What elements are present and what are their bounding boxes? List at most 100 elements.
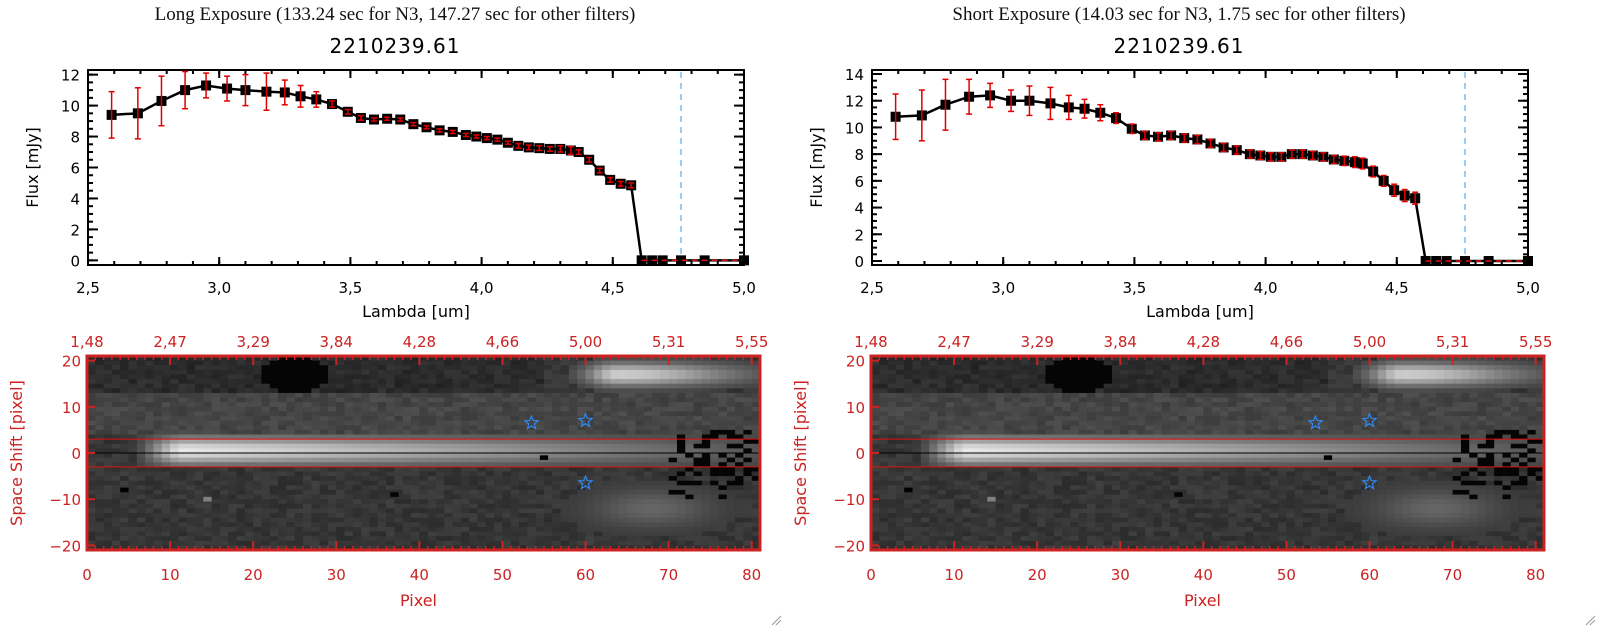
heatmap-cell (651, 356, 661, 362)
heatmap-cell (244, 526, 254, 533)
heatmap-cell (1003, 374, 1013, 380)
heatmap-cell (543, 508, 553, 514)
heatmap-cell (327, 439, 337, 445)
heatmap-cell (352, 379, 362, 385)
heatmap-cell (469, 540, 479, 546)
heatmap-cell (627, 466, 636, 473)
heatmap-cell (145, 392, 155, 399)
heatmap-cell (519, 480, 528, 486)
heatmap-cell (352, 397, 362, 403)
heatmap-cell (377, 420, 387, 426)
heatmap-cell (660, 476, 670, 482)
heatmap-cell (253, 517, 263, 523)
x-axis-label: Pixel (400, 591, 437, 610)
heatmap-cell (444, 545, 454, 551)
heatmap-cell (344, 462, 354, 468)
heatmap-cell (136, 429, 146, 436)
heatmap-cell (1327, 383, 1337, 389)
heatmap-cell (253, 480, 263, 486)
heatmap-cell (510, 392, 520, 399)
heatmap-cell (95, 402, 105, 408)
heatmap-cell (1336, 356, 1346, 362)
heatmap-cell (344, 360, 354, 366)
heatmap-cell (111, 420, 121, 426)
heatmap-cell (1502, 356, 1512, 362)
heatmap-cell (219, 443, 229, 449)
heatmap-cell (145, 457, 155, 463)
heatmap-cell (527, 526, 537, 533)
heatmap-cell (995, 365, 1005, 371)
heatmap-cell (735, 513, 744, 519)
heatmap-cell (460, 471, 470, 477)
heatmap-cell (527, 443, 537, 449)
x-tick-label: 20 (244, 566, 263, 584)
heatmap-cell (643, 383, 653, 389)
heatmap-cell (394, 489, 404, 496)
heatmap-cell (726, 494, 736, 500)
heatmap-cell (726, 356, 736, 362)
heatmap-cell (593, 425, 603, 431)
heatmap-cell (377, 545, 387, 551)
heatmap-cell (920, 360, 930, 366)
heatmap-cell (1178, 374, 1188, 380)
heatmap-cell (535, 388, 545, 394)
heatmap-cell (386, 411, 396, 417)
heatmap-cell (904, 374, 914, 380)
heatmap-cell (394, 411, 404, 417)
heatmap-cell (502, 360, 512, 366)
heatmap-cell (1195, 356, 1204, 362)
heatmap-cell (228, 439, 238, 445)
heatmap-cell (269, 513, 279, 519)
heatmap-cell (336, 457, 346, 463)
heatmap-cell (111, 457, 121, 463)
heatmap-cell (170, 406, 179, 413)
heatmap-cell (386, 545, 396, 551)
heatmap-cell (668, 383, 678, 389)
heatmap-cell (979, 388, 988, 394)
heatmap-cell (103, 379, 113, 385)
heatmap-cell (278, 434, 288, 440)
heatmap-cell (610, 411, 620, 417)
heatmap-cell (1336, 360, 1346, 366)
heatmap-cell (419, 508, 429, 514)
heatmap-cell (1161, 379, 1171, 385)
heatmap-cell (469, 453, 479, 459)
heatmap-cell (386, 402, 396, 408)
heatmap-cell (161, 540, 171, 546)
heatmap-cell (303, 406, 312, 413)
heatmap-cell (660, 471, 670, 477)
heatmap-cell (311, 397, 321, 403)
heatmap-cell (593, 443, 603, 449)
heatmap-cell (236, 420, 246, 426)
heatmap-cell (145, 526, 155, 533)
heatmap-cell (602, 522, 612, 528)
heatmap-cell (269, 545, 279, 551)
heatmap-cell (236, 513, 246, 519)
heatmap-cell (685, 485, 695, 491)
heatmap-cell (577, 360, 587, 366)
heatmap-cell (103, 466, 113, 473)
heatmap-cell (95, 369, 105, 376)
heatmap-cell (1494, 365, 1504, 371)
heatmap-cell (577, 411, 587, 417)
heatmap-cell (494, 471, 504, 477)
heatmap-cell (411, 471, 420, 477)
heatmap-cell (269, 462, 279, 468)
heatmap-cell (1012, 392, 1022, 399)
heatmap-cell (411, 411, 420, 417)
heatmap-cell (236, 540, 246, 546)
heatmap-cell (660, 485, 670, 491)
heatmap-cell (444, 517, 454, 523)
heatmap-cell (269, 374, 279, 380)
heatmap-cell (1344, 374, 1354, 380)
heatmap-cell (577, 402, 587, 408)
heatmap-cell (735, 434, 744, 440)
heatmap-cell (593, 411, 603, 417)
heatmap-cell (369, 392, 379, 399)
heatmap-cell (311, 369, 321, 376)
heatmap-cell (602, 397, 612, 403)
heatmap-cell (228, 379, 238, 385)
heatmap-cell (402, 499, 412, 505)
heatmap-cell (1469, 388, 1479, 394)
heatmap-cell (1103, 365, 1113, 371)
